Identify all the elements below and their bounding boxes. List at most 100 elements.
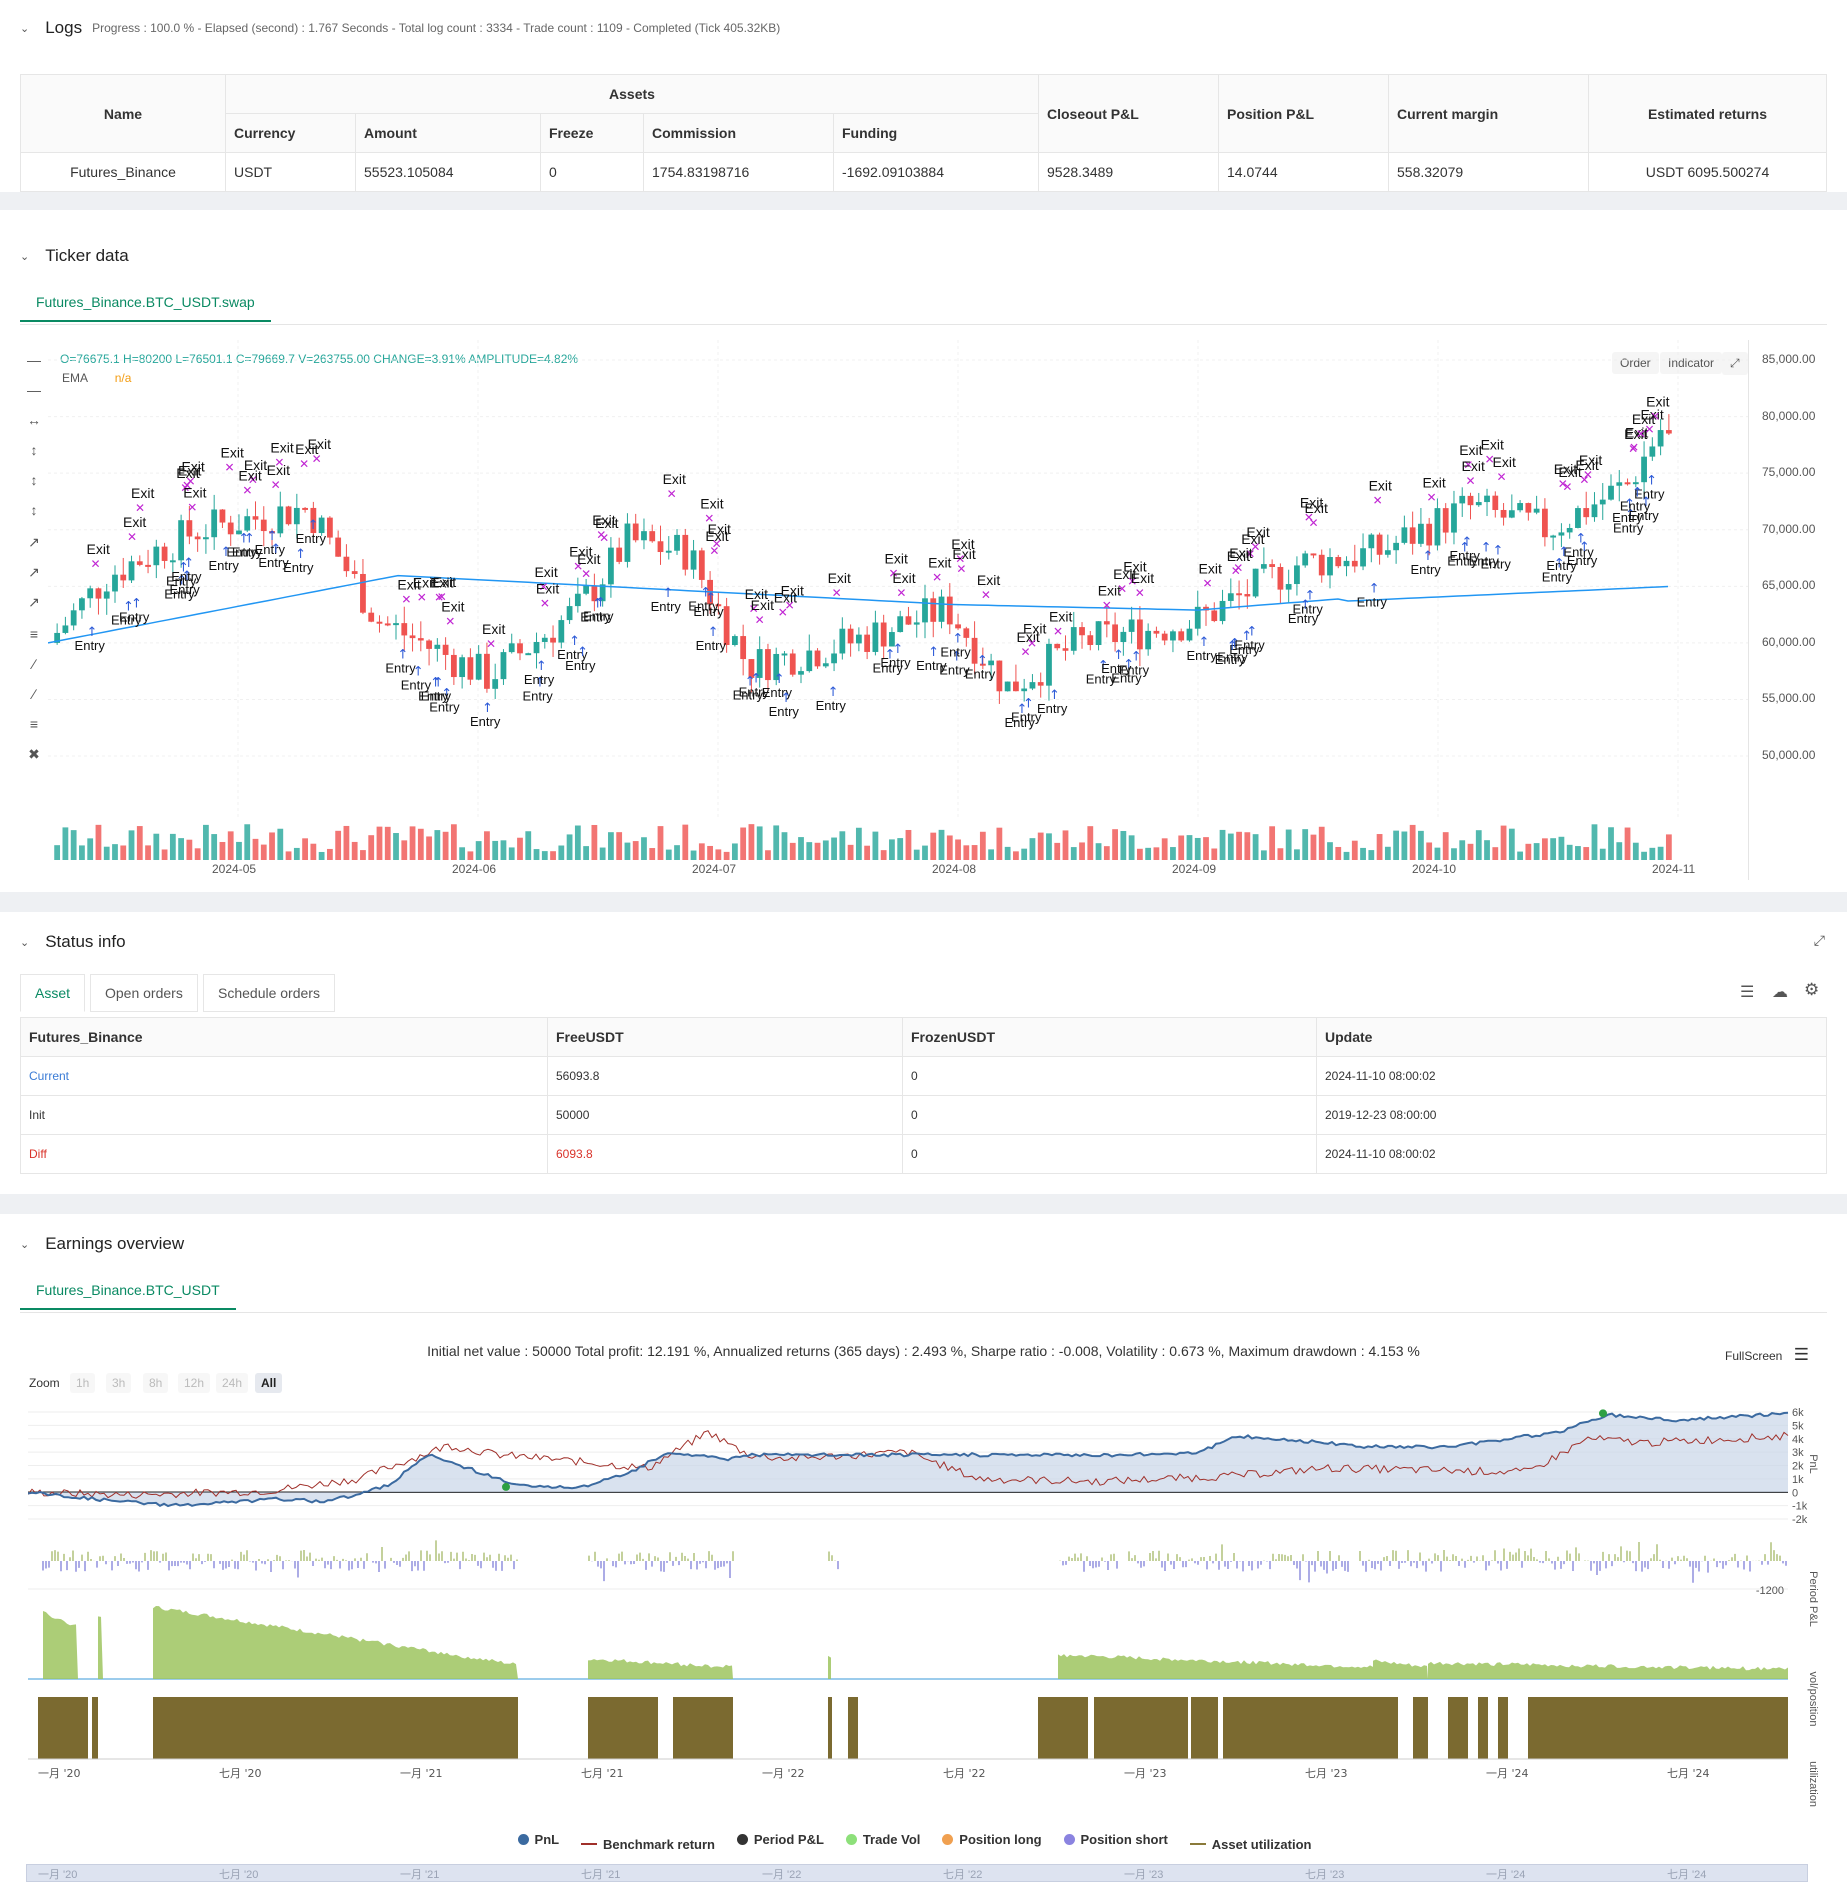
volume-bar [54, 845, 61, 860]
ray-line-icon[interactable]: ↗ [28, 564, 40, 580]
legend-position-long[interactable]: Position long [942, 1832, 1042, 1847]
parallel-channel-icon[interactable]: ∕ [32, 656, 36, 672]
trash-icon[interactable]: ✖ [28, 746, 40, 762]
exit-marker: Exit [1305, 500, 1328, 516]
price-range-icon[interactable]: ↕ [30, 502, 38, 518]
candle-body [657, 541, 664, 553]
legend-position-short[interactable]: Position short [1063, 1832, 1168, 1847]
candle-body [591, 585, 598, 602]
legend-trade-vol[interactable]: Trade Vol [845, 1832, 920, 1847]
price-line-icon[interactable]: ≡ [29, 626, 39, 642]
crosshair-icon[interactable]: ― [27, 352, 41, 368]
volume-bar [1517, 851, 1523, 860]
volume-bar [665, 849, 672, 860]
navigator-scrollbar[interactable] [26, 1864, 1808, 1882]
long-arrow-icon: ↑ [745, 674, 756, 689]
tab-asset[interactable]: Asset [20, 974, 86, 1012]
candle-body [343, 556, 350, 572]
pnl-tick: -1k [1792, 1501, 1808, 1513]
vertical-line-icon[interactable]: ↕ [30, 442, 38, 458]
legend-period-pnl[interactable]: Period P&L [736, 1832, 824, 1847]
short-arrow-icon: ✕ [1250, 540, 1260, 554]
long-arrow-icon: ↑ [595, 596, 606, 611]
volume-bar [1624, 827, 1631, 860]
tab-open-orders[interactable]: Open orders [90, 974, 198, 1012]
candle-body [103, 591, 110, 599]
trend-line-icon[interactable]: ↗ [28, 534, 40, 550]
horizontal-ray-icon[interactable]: ↔ [27, 412, 41, 428]
volume-bar [203, 824, 209, 860]
volume-bar [484, 831, 490, 860]
text-icon[interactable]: ≡ [29, 716, 39, 732]
price-tick: 65,000.00 [1762, 578, 1816, 593]
exit-marker: Exit [892, 570, 915, 586]
volume-bar [1211, 848, 1218, 860]
short-arrow-icon: ✕ [187, 500, 197, 514]
entry-marker: Entry [255, 542, 286, 557]
gear-icon[interactable]: ⚙ [1804, 980, 1820, 999]
volume-bar [608, 832, 614, 860]
row-label-current[interactable]: Current [20, 1056, 548, 1096]
candle-body [649, 531, 656, 542]
cloud-download-icon[interactable]: ☁ [1772, 984, 1788, 1001]
zoom-12h[interactable]: 12h [178, 1373, 211, 1393]
zoom-8h[interactable]: 8h [143, 1373, 169, 1393]
candle-body [500, 652, 507, 680]
entry-marker: Entry [429, 699, 460, 714]
earnings-header[interactable]: ⌄ Earnings overview [20, 1234, 184, 1254]
chevron-down-icon[interactable]: ⌄ [20, 22, 30, 35]
candle-body [533, 641, 540, 654]
legend-benchmark[interactable]: Benchmark return [580, 1837, 715, 1852]
utilization-block [1478, 1697, 1488, 1759]
short-arrow-icon: ✕ [712, 537, 722, 551]
candle-body [1128, 619, 1135, 632]
exit-marker: Exit [536, 580, 559, 596]
status-header[interactable]: ⌄ Status info [20, 932, 126, 952]
ticker-header[interactable]: ⌄ Ticker data [20, 246, 129, 266]
candle-body [1442, 508, 1449, 533]
tab-ticker-symbol[interactable]: Futures_Binance.BTC_USDT.swap [20, 284, 271, 322]
peak-marker [1599, 1409, 1607, 1418]
expand-icon[interactable]: ⤢ [1722, 352, 1748, 375]
legend-asset-utilization[interactable]: Asset utilization [1189, 1837, 1311, 1852]
chevron-down-icon[interactable]: ⌄ [20, 1238, 30, 1251]
zoom-3h[interactable]: 3h [106, 1373, 132, 1393]
vertical-segment-icon[interactable]: ↕ [30, 472, 38, 488]
fullscreen-button[interactable]: FullScreen ☰ [1725, 1345, 1809, 1365]
order-button[interactable]: Order [1612, 352, 1659, 374]
tab-schedule-orders[interactable]: Schedule orders [203, 974, 335, 1012]
entry-marker: Entry [1215, 652, 1246, 667]
short-arrow-icon: ✕ [1485, 453, 1495, 467]
zoom-all[interactable]: All [255, 1373, 283, 1393]
zoom-1h[interactable]: 1h [70, 1373, 96, 1393]
candle-body [938, 596, 945, 622]
candlestick-chart[interactable]: Exit✕↑EntryExit✕↑EntryExit✕↑EntryExit✕↑E… [48, 340, 1760, 880]
zoom-24h[interactable]: 24h [216, 1373, 249, 1393]
entry-marker: Entry [769, 704, 800, 719]
candle-body [1219, 600, 1226, 622]
volume-bar [839, 831, 846, 860]
pnl-tick: 2k [1792, 1461, 1804, 1473]
extended-line-icon[interactable]: ↗ [28, 594, 40, 610]
long-arrow-icon: ↑ [928, 645, 939, 660]
logs-header[interactable]: ⌄ Logs Progress : 100.0 % - Elapsed (sec… [20, 18, 780, 38]
col-freeze: Freeze [540, 113, 644, 153]
chevron-down-icon[interactable]: ⌄ [20, 936, 30, 949]
candle-body [1360, 548, 1366, 567]
list-icon[interactable]: ☰ [1740, 984, 1755, 1001]
collapse-icon[interactable]: ⤢ [1813, 932, 1825, 948]
tab-earnings-symbol[interactable]: Futures_Binance.BTC_USDT [20, 1272, 236, 1310]
cell-freeze: 0 [540, 152, 644, 192]
legend-pnl[interactable]: PnL [517, 1832, 559, 1847]
chevron-down-icon[interactable]: ⌄ [20, 250, 30, 263]
row-label-diff: Diff [20, 1134, 548, 1174]
trade-vol-area [98, 1616, 103, 1679]
volume-bar [1343, 851, 1350, 860]
menu-icon[interactable]: ☰ [1793, 1345, 1809, 1364]
horizontal-line-icon[interactable]: — [27, 382, 41, 398]
indicator-button[interactable]: Indicator [1660, 352, 1723, 374]
time-tick: 一月 '24 [1486, 1767, 1529, 1780]
fib-icon[interactable]: ∕ [32, 686, 36, 702]
short-arrow-icon: ✕ [1497, 470, 1507, 484]
